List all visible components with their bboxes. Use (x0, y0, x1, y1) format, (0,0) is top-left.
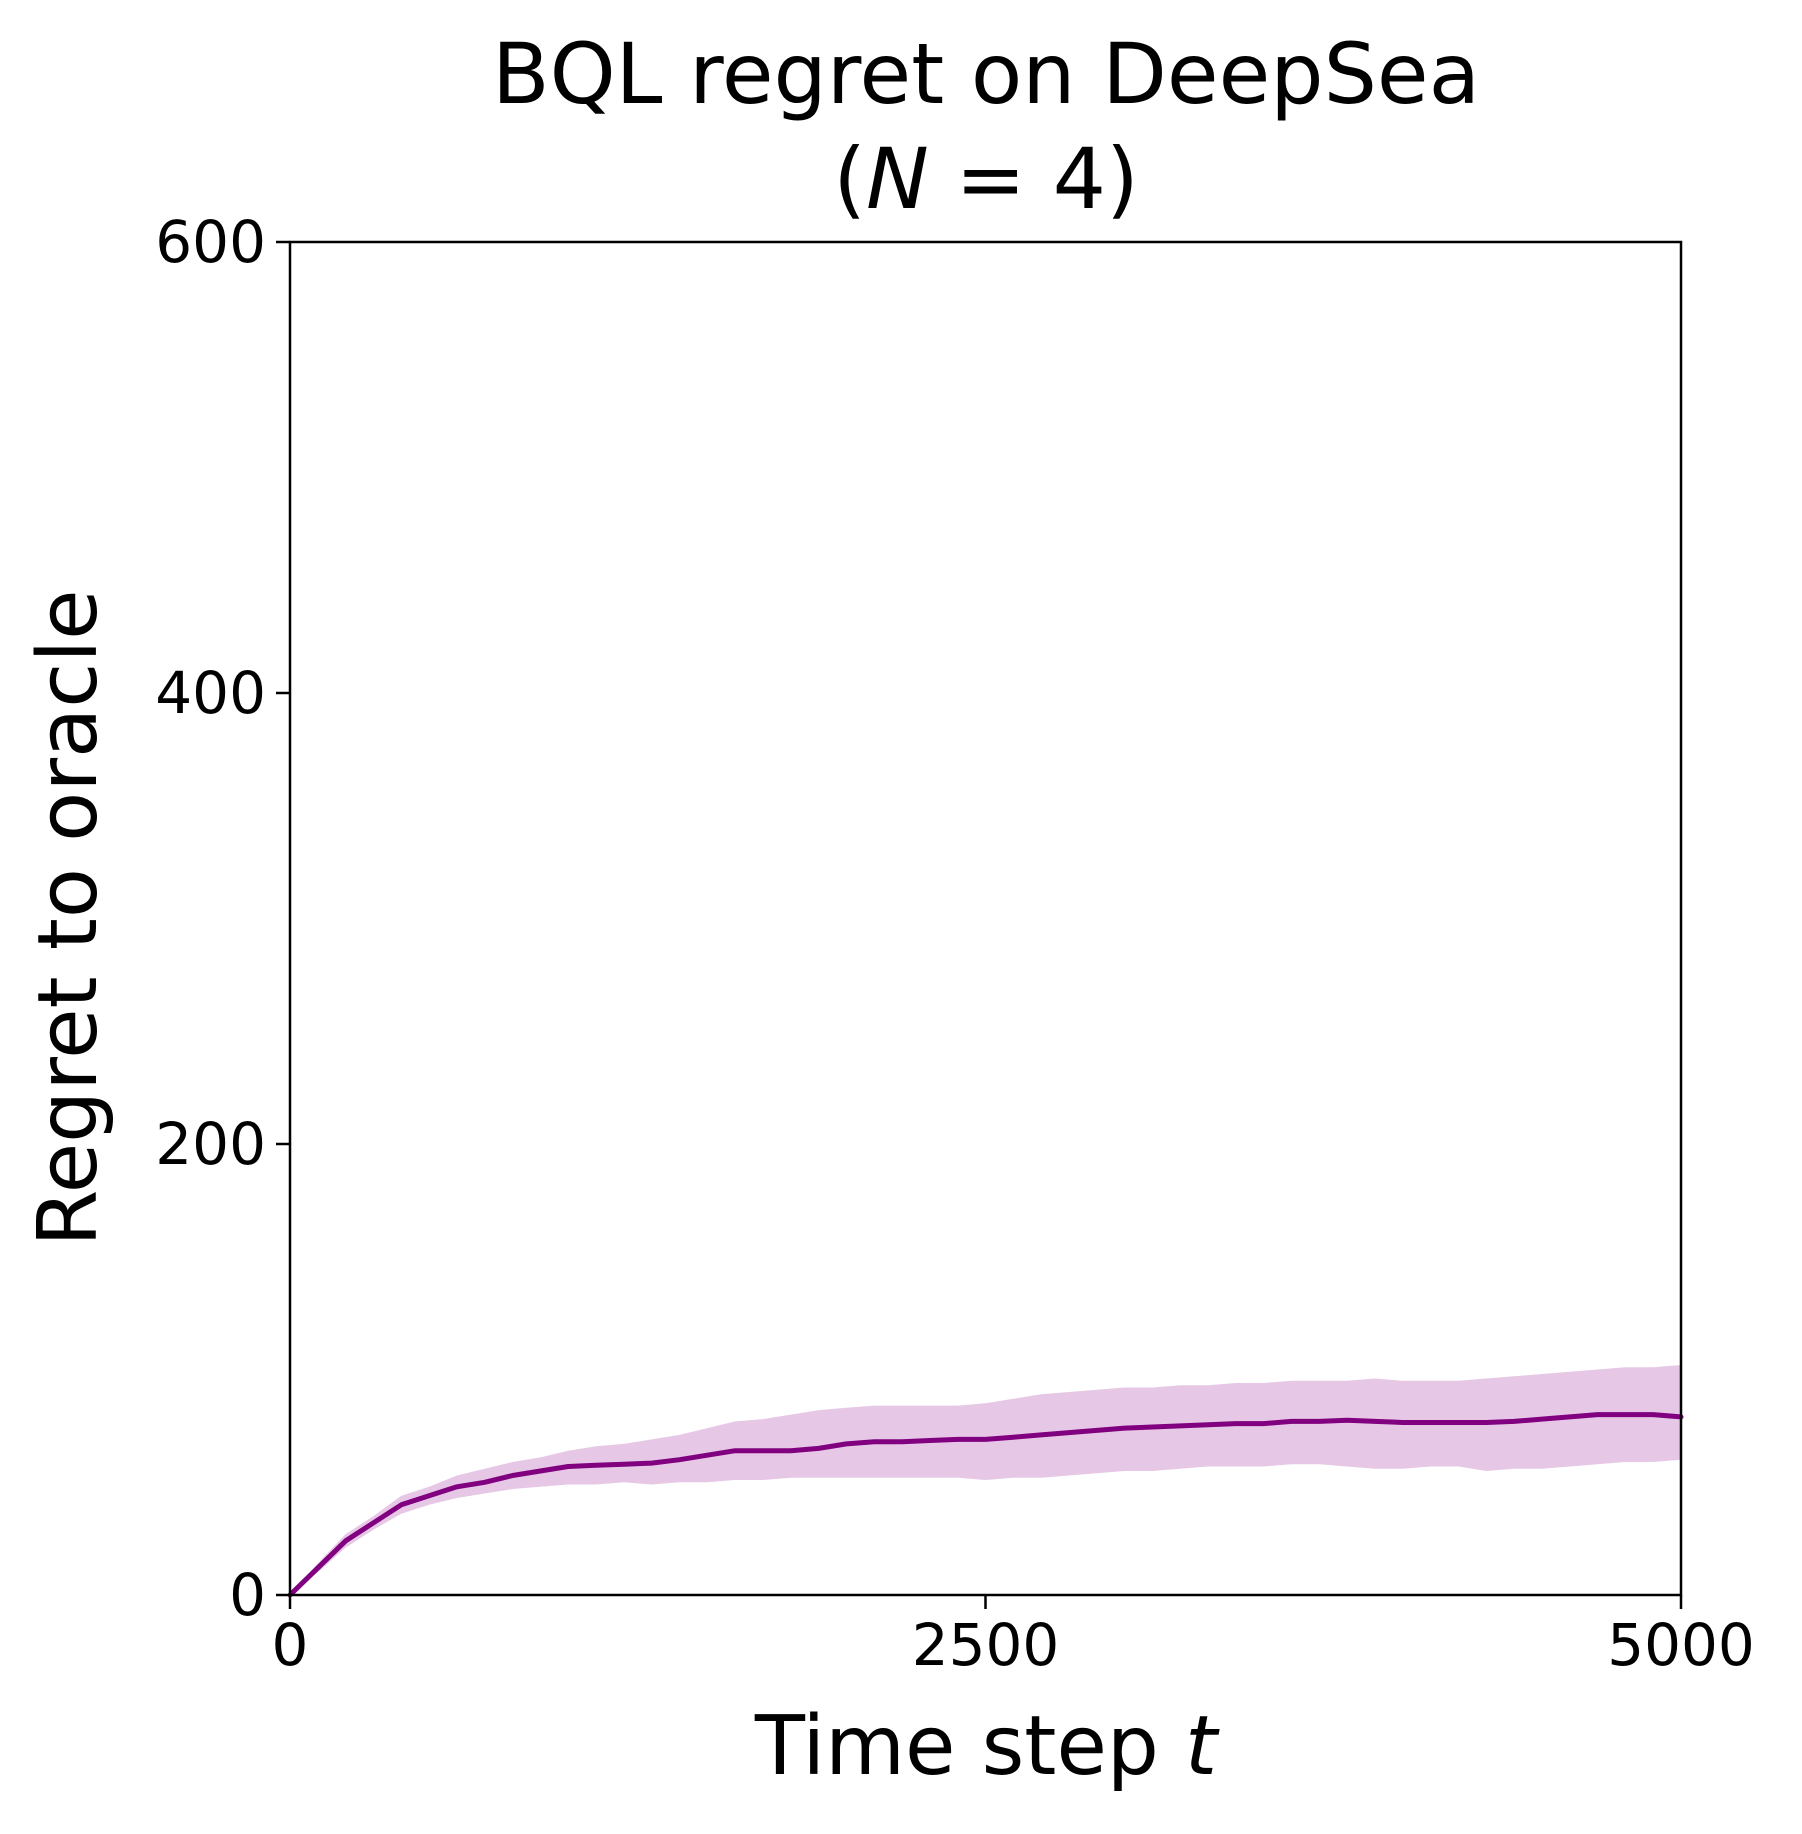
x-tick-label: 0 (272, 1611, 309, 1679)
y-tick-label: 400 (155, 659, 266, 727)
x-tick-label: 2500 (912, 1611, 1060, 1679)
y-tick-label: 200 (155, 1110, 266, 1178)
y-axis-label: Regret to oracle (21, 589, 116, 1246)
series-mean-line (287, 1412, 1684, 1598)
chart-title-line2: (N = 4) (833, 130, 1139, 228)
chart-title-prefix: ( (833, 130, 866, 228)
x-axis-label-text: Time step (754, 1699, 1185, 1794)
x-axis-label: Time step t (754, 1699, 1220, 1794)
chart-title-line1: BQL regret on DeepSea (492, 25, 1480, 123)
y-tick-label: 600 (155, 208, 266, 276)
y-axis-ticks: 0 200 400 600 (155, 208, 290, 1629)
x-axis-ticks: 0 2500 5000 (272, 1595, 1755, 1679)
x-axis-label-var: t (1185, 1699, 1220, 1794)
x-tick-label: 5000 (1607, 1611, 1755, 1679)
y-tick-label: 0 (229, 1561, 266, 1629)
chart-title-suffix: = 4) (929, 130, 1139, 228)
chart-title-var: N (866, 130, 929, 228)
